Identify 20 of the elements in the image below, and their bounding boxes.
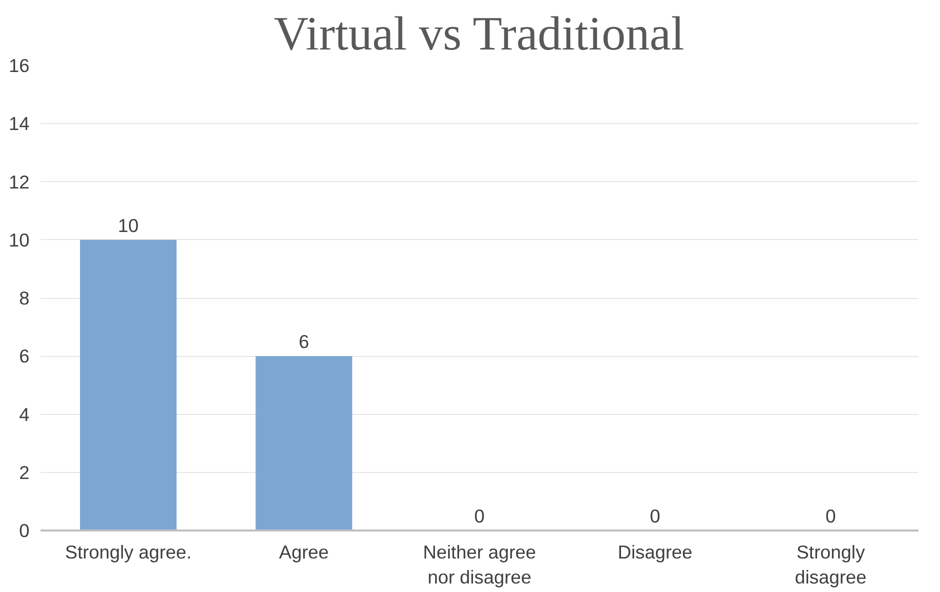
y-tick-label: 8 xyxy=(19,288,30,308)
y-tick-label: 6 xyxy=(19,346,30,367)
data-label: 6 xyxy=(298,331,310,352)
y-tick-label: 14 xyxy=(8,113,30,134)
y-tick-label: 0 xyxy=(19,520,30,541)
x-tick-label: Disagree xyxy=(618,542,692,562)
x-tick-label: Strongly agree. xyxy=(65,542,192,562)
data-label: 10 xyxy=(118,214,139,236)
y-tick-label: 10 xyxy=(8,229,30,250)
y-tick-label: 12 xyxy=(8,171,30,192)
data-label: 0 xyxy=(826,506,836,526)
x-tick-label: Neither agree nor disagree xyxy=(422,542,536,588)
y-tick-label: 4 xyxy=(19,404,30,425)
data-label: 0 xyxy=(650,506,660,526)
data-label: 0 xyxy=(474,506,485,526)
y-tick-label: 16 xyxy=(8,55,30,76)
x-tick-label: Agree xyxy=(279,542,329,562)
chart-title: Virtual vs Traditional xyxy=(274,8,684,60)
x-tick-label: Strongly disagree xyxy=(794,542,866,588)
y-tick-label: 2 xyxy=(19,462,30,483)
